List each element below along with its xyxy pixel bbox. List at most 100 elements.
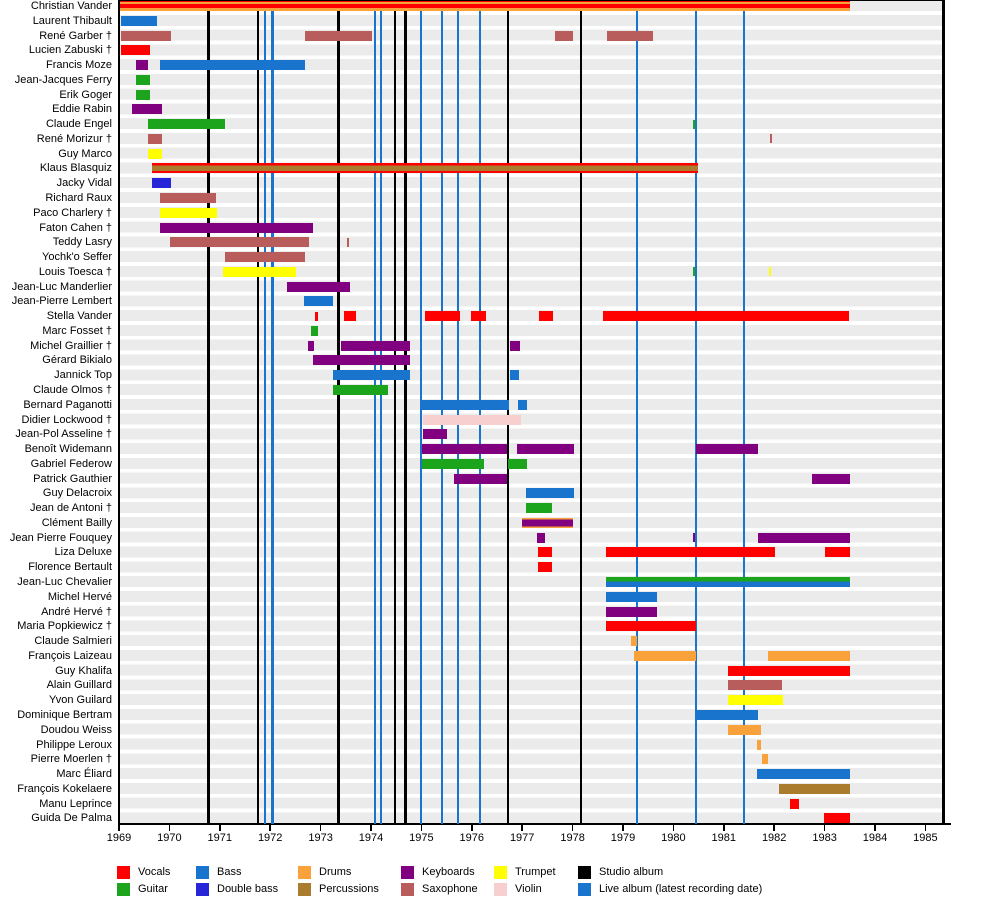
x-axis <box>118 823 951 825</box>
member-tenure-bar <box>333 370 410 381</box>
x-axis-year-label: 1979 <box>610 832 636 844</box>
member-tenure-bar <box>727 665 850 676</box>
member-tenure-bar <box>605 606 657 617</box>
live-album-line <box>694 0 698 824</box>
member-label: René Garber † <box>39 29 112 42</box>
member-tenure-bar <box>526 488 575 499</box>
member-label: Jean-Luc Manderlier <box>11 280 112 293</box>
plot-top-border <box>118 0 945 1</box>
legend-label-keyboards: Keyboards <box>422 866 475 878</box>
member-tenure-bar <box>789 798 800 809</box>
x-axis-tick <box>823 825 826 831</box>
legend-label-guitar: Guitar <box>138 883 168 895</box>
legend: Vocals Guitar Bass Double bass Drums Percussi… <box>0 860 1000 904</box>
x-axis-year-label: 1984 <box>862 832 888 844</box>
member-tenure-bar <box>517 444 575 455</box>
member-tenure-bar <box>526 503 552 514</box>
member-label: Claude Salmieri <box>34 635 112 648</box>
member-label: Alain Guillard <box>46 679 112 692</box>
member-label: Marc Fosset † <box>42 324 112 337</box>
legend-label-double_bass: Double bass <box>217 883 279 895</box>
member-tenure-bar <box>554 30 574 41</box>
member-tenure-bar <box>508 458 528 469</box>
legend-label-saxophone: Saxophone <box>422 883 478 895</box>
x-axis-tick <box>168 825 171 831</box>
legend-swatch-violin <box>494 883 507 896</box>
member-tenure-bar <box>424 311 461 322</box>
member-label: Stella Vander <box>46 310 112 323</box>
member-tenure-bar <box>605 547 776 558</box>
member-tenure-bar <box>696 709 759 720</box>
legend-swatch-keyboards <box>401 866 414 879</box>
member-label: Jean-Jacques Ferry <box>14 73 112 86</box>
member-tenure-bar <box>151 178 171 189</box>
live-album-line <box>635 0 639 824</box>
member-label: Jean-Luc Chevalier <box>17 576 112 589</box>
member-tenure-bar <box>136 89 151 100</box>
legend-label-bass: Bass <box>217 866 242 878</box>
member-label: Philippe Leroux <box>36 738 112 751</box>
member-tenure-bar <box>159 207 217 218</box>
x-axis-year-label: 1977 <box>509 832 535 844</box>
member-tenure-bar <box>148 133 162 144</box>
member-label: Doudou Weiss <box>40 723 112 736</box>
member-label: Didier Lockwood † <box>21 413 113 426</box>
member-label: Yochk'o Seffer <box>42 251 112 264</box>
member-label: Jannick Top <box>54 369 112 382</box>
member-label: Francis Moze <box>45 59 112 72</box>
studio-album-line <box>206 0 210 824</box>
member-label: Guy Khalifa <box>55 664 112 677</box>
member-tenure-bar <box>727 695 784 706</box>
member-tenure-bar <box>333 385 389 396</box>
x-axis-year-label: 1973 <box>308 832 333 844</box>
member-tenure-bar <box>421 458 484 469</box>
member-label: Clément Bailly <box>41 516 112 529</box>
member-tenure-bar <box>148 148 162 159</box>
legend-swatch-drums <box>298 866 311 879</box>
member-tenure-bar <box>825 547 850 558</box>
member-label: Erik Goger <box>59 88 112 101</box>
member-label: Claude Olmos † <box>33 384 112 397</box>
legend-swatch-guitar <box>117 883 130 896</box>
member-tenure-bar <box>768 650 850 661</box>
x-axis-tick <box>874 825 876 831</box>
x-axis-year-label: 1982 <box>761 832 787 844</box>
member-tenure-bar <box>340 340 410 351</box>
legend-label-studio: Studio album <box>599 866 664 878</box>
studio-album-line <box>404 0 408 824</box>
member-tenure-bar <box>696 444 759 455</box>
x-axis-tick <box>471 825 473 831</box>
member-label: Gabriel Federow <box>30 457 112 470</box>
member-tenure-bar <box>313 355 410 366</box>
member-tenure-bar <box>159 193 216 203</box>
legend-swatch-live <box>578 883 591 896</box>
studio-album-line <box>506 0 510 824</box>
x-axis-tick <box>420 825 423 831</box>
live-album-line <box>270 0 274 824</box>
member-tenure-bar <box>421 444 508 455</box>
live-album-line <box>419 0 423 824</box>
member-tenure-bar <box>518 399 528 410</box>
studio-album-line <box>579 0 583 824</box>
legend-label-percussions: Percussions <box>319 883 379 895</box>
member-tenure-bar <box>151 163 699 174</box>
member-tenure-bar <box>121 30 171 41</box>
member-tenure-bar <box>824 813 850 824</box>
member-tenure-bar <box>538 311 553 322</box>
x-axis-tick <box>370 825 372 831</box>
member-tenure-bar <box>812 473 850 484</box>
member-label: Dominique Bertram <box>17 708 112 721</box>
member-tenure-bar <box>757 769 850 780</box>
member-label: Guy Marco <box>58 147 112 160</box>
member-tenure-bar <box>510 370 520 381</box>
legend-label-drums: Drums <box>319 866 352 878</box>
x-axis-year-label: 1983 <box>812 832 837 844</box>
event-tick <box>692 267 696 277</box>
x-axis-tick <box>269 825 271 831</box>
member-label: Christian Vander <box>30 0 112 12</box>
member-tenure-bar <box>454 473 508 484</box>
member-label: Pierre Moerlen † <box>30 753 112 766</box>
member-tenure-bar <box>422 429 448 440</box>
member-label: Benoît Widemann <box>24 443 112 456</box>
member-label: Michel Hervé <box>47 590 112 603</box>
